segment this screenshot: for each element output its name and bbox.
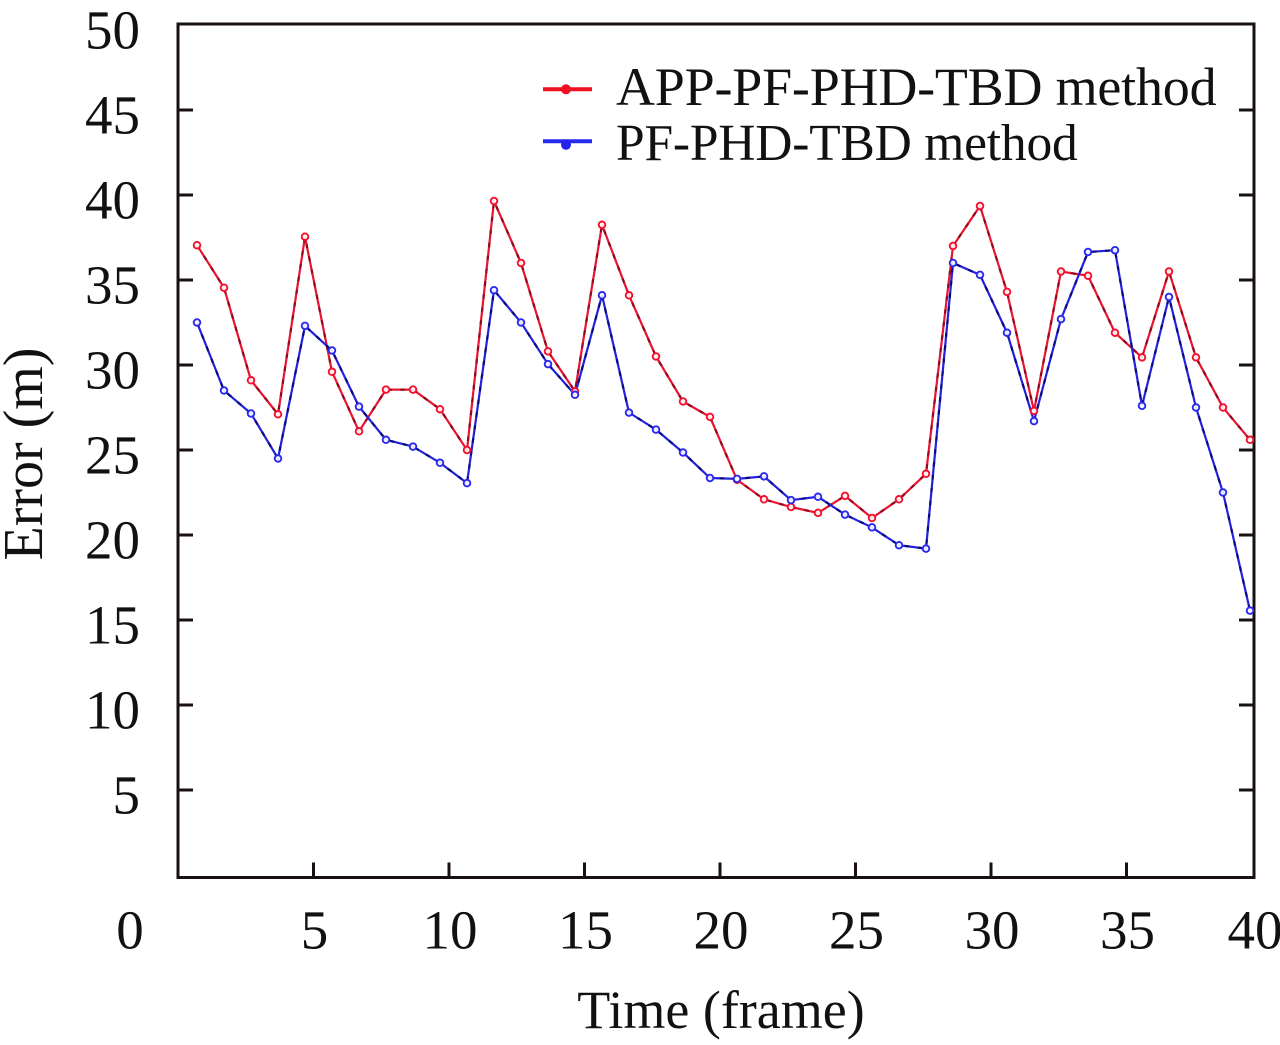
svg-text:Error (m): Error (m)	[0, 347, 55, 560]
svg-text:10: 10	[85, 680, 140, 741]
svg-text:APP-PF-PHD-TBD method: APP-PF-PHD-TBD method	[616, 57, 1217, 117]
svg-text:50: 50	[85, 0, 140, 61]
svg-text:40: 40	[1228, 900, 1280, 961]
svg-text:15: 15	[85, 595, 140, 656]
svg-text:0: 0	[116, 900, 144, 961]
svg-text:20: 20	[85, 510, 140, 571]
svg-text:35: 35	[1100, 900, 1155, 961]
svg-text:35: 35	[85, 255, 140, 316]
svg-text:45: 45	[85, 85, 140, 146]
svg-text:5: 5	[301, 900, 329, 961]
svg-text:25: 25	[85, 425, 140, 486]
svg-text:PF-PHD-TBD method: PF-PHD-TBD method	[616, 115, 1078, 172]
svg-text:25: 25	[829, 900, 884, 961]
svg-text:15: 15	[558, 900, 613, 961]
svg-text:5: 5	[113, 765, 141, 826]
svg-text:40: 40	[85, 170, 140, 231]
svg-text:10: 10	[423, 900, 478, 961]
svg-text:30: 30	[965, 900, 1020, 961]
svg-text:20: 20	[694, 900, 749, 961]
svg-text:30: 30	[85, 340, 140, 401]
svg-text:Time (frame): Time (frame)	[577, 980, 864, 1040]
